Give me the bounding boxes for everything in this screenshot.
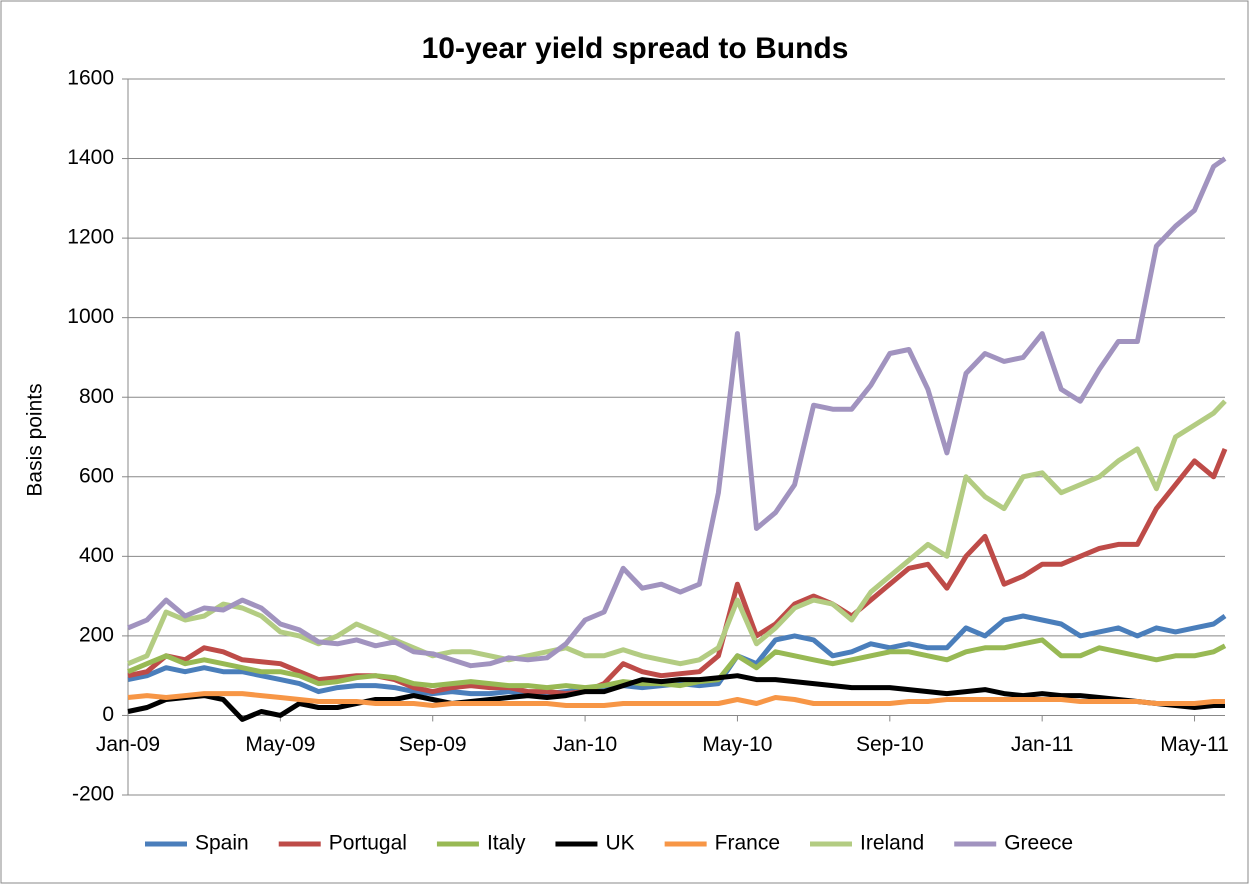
x-tick-label: Sep-10: [856, 733, 924, 756]
y-tick-label: 1600: [67, 67, 114, 90]
series-line: [127, 156, 1227, 669]
y-tick-label: 600: [79, 464, 114, 487]
chart-title: 10-year yield spread to Bunds: [422, 32, 849, 65]
x-tick-label: Sep-09: [399, 733, 467, 756]
x-tick-label: May-10: [702, 733, 772, 756]
series-line: [127, 691, 1225, 708]
legend-label: Ireland: [860, 832, 924, 855]
legend-label: Greece: [1004, 832, 1073, 855]
series-line: [127, 637, 1227, 691]
x-tick-label: Jan-11: [1011, 733, 1074, 756]
legend-label: UK: [605, 832, 634, 855]
y-tick-label: 200: [79, 623, 114, 646]
y-tick-label: 400: [79, 544, 114, 567]
series-line: [127, 673, 1225, 722]
legend-label: Spain: [195, 832, 249, 855]
y-tick-label: 1400: [67, 146, 114, 169]
y-axis-label: Basis points: [24, 383, 47, 496]
x-tick-label: May-11: [1160, 733, 1228, 756]
series-line: [127, 399, 1227, 667]
x-tick-label: May-09: [245, 733, 315, 756]
y-tick-label: 0: [102, 703, 114, 726]
legend-label: Italy: [487, 832, 526, 855]
x-tick-label: Jan-10: [553, 733, 617, 756]
y-tick-label: -200: [72, 783, 114, 806]
x-tick-label: Jan-09: [96, 733, 160, 756]
series-line: [127, 447, 1228, 697]
y-tick-label: 1200: [67, 226, 114, 249]
y-tick-label: 800: [79, 385, 114, 408]
y-tick-label: 1000: [67, 305, 114, 328]
legend-label: Portugal: [329, 832, 407, 855]
legend-label: France: [715, 832, 780, 855]
